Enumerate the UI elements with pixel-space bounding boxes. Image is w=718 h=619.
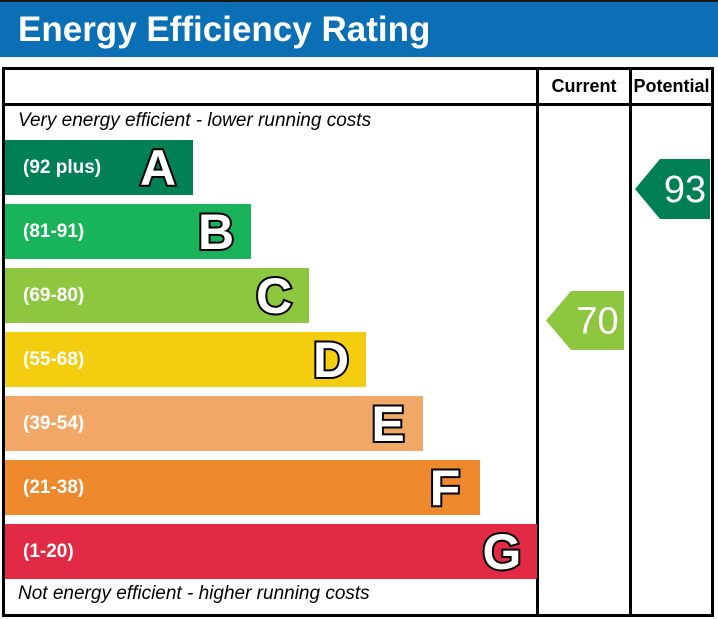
band-letter: F [428, 460, 463, 515]
current-score-arrow-shape [546, 291, 624, 350]
band-range-label: (92 plus) [23, 157, 102, 178]
svg-text:G: G [483, 524, 522, 579]
svg-text:E: E [371, 396, 404, 451]
potential-score-arrow-shape [635, 159, 710, 219]
band-E: (39-54) E [5, 396, 423, 451]
title-bar: Energy Efficiency Rating [0, 2, 718, 57]
band-D: (55-68) D [5, 332, 366, 387]
svg-text:D: D [313, 332, 349, 387]
band-letter: E [369, 396, 406, 451]
potential-column-divider [629, 70, 632, 614]
current-column-divider [536, 70, 539, 614]
band-A: (92 plus) A [5, 140, 193, 195]
band-F: (21-38) F [5, 460, 480, 515]
band-letter: B [196, 204, 236, 259]
band-range-label: (21-38) [23, 477, 85, 498]
band-B: (81-91) B [5, 204, 251, 259]
potential-column-header: Potential [633, 76, 710, 96]
band-G: (1-20) G [5, 524, 537, 579]
page-title: Energy Efficiency Rating [18, 10, 431, 49]
band-range-label: (1-20) [23, 541, 74, 562]
rating-chart: Current Potential Very energy efficient … [2, 67, 714, 617]
band-letter: C [254, 268, 294, 323]
band-letter: D [311, 332, 351, 387]
band-range-label: (55-68) [23, 349, 85, 370]
potential-score-arrow-value: 93 [664, 169, 706, 211]
bottom-caption: Not energy efficient - higher running co… [18, 583, 370, 604]
band-C: (69-80) C [5, 268, 309, 323]
current-column-header: Current [551, 76, 617, 96]
svg-text:B: B [198, 204, 234, 259]
top-caption: Very energy efficient - lower running co… [18, 110, 372, 131]
potential-score-arrow: 93 [635, 159, 710, 219]
current-score-arrow-value: 70 [576, 301, 618, 343]
band-range-label: (69-80) [23, 285, 85, 306]
band-letter: A [138, 140, 178, 195]
current-score-arrow: 70 [546, 291, 624, 350]
band-range-label: (39-54) [23, 413, 85, 434]
svg-text:F: F [430, 460, 461, 515]
svg-text:A: A [140, 140, 176, 195]
band-letter: G [481, 524, 524, 579]
header-row-divider [5, 103, 711, 106]
band-range-label: (81-91) [23, 221, 85, 242]
svg-text:C: C [256, 268, 292, 323]
top-border-line [0, 0, 718, 2]
